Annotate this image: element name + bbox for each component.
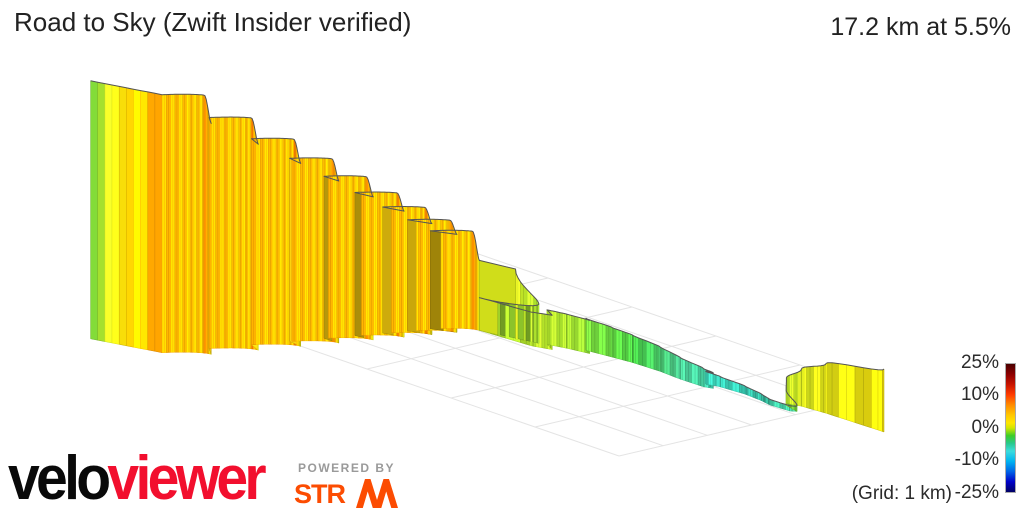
svg-text:STR: STR [294, 479, 346, 509]
